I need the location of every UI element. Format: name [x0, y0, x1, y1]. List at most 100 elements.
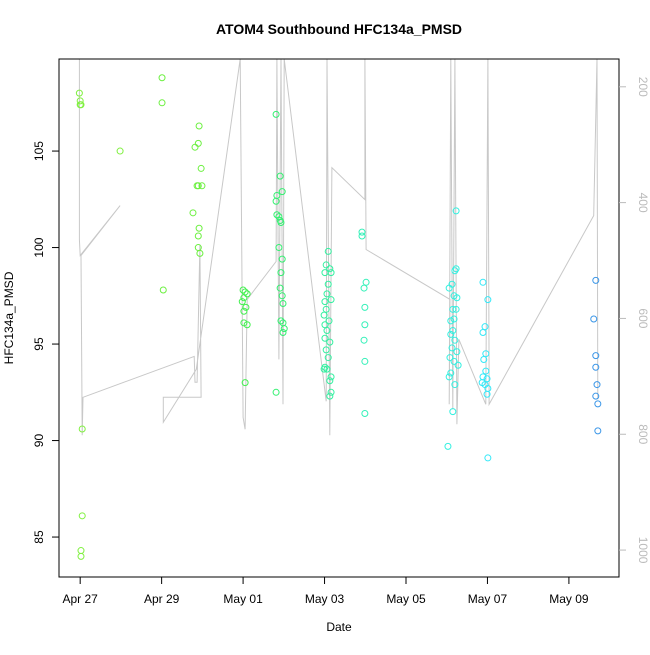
data-point	[361, 303, 369, 311]
y2-tick-label: 800	[636, 424, 650, 444]
data-point	[325, 317, 333, 325]
data-point	[326, 338, 334, 346]
data-point	[326, 392, 334, 400]
data-point	[594, 427, 602, 435]
data-point	[327, 296, 335, 304]
data-point	[453, 294, 461, 302]
data-point	[193, 182, 201, 190]
data-point	[240, 307, 248, 315]
y2-tick-label: 200	[636, 77, 650, 97]
data-point	[360, 284, 368, 292]
y-tick-label: 95	[32, 337, 46, 351]
data-point	[324, 354, 332, 362]
data-point	[446, 354, 454, 362]
data-point	[196, 249, 204, 257]
data-point	[454, 361, 462, 369]
data-point	[360, 336, 368, 344]
data-point	[592, 363, 600, 371]
data-point	[278, 255, 286, 263]
data-point	[158, 99, 166, 107]
data-point	[448, 344, 456, 352]
plot-area	[75, 59, 602, 560]
data-point	[358, 228, 366, 236]
data-point	[483, 390, 491, 398]
data-point	[592, 392, 600, 400]
data-point	[324, 280, 332, 288]
data-point	[453, 348, 461, 356]
data-point	[275, 244, 283, 252]
data-point	[479, 278, 487, 286]
data-point	[321, 298, 329, 306]
data-point	[447, 317, 455, 325]
data-point	[241, 379, 249, 387]
y2-tick-label: 1000	[636, 537, 650, 564]
x-tick-label: Apr 29	[144, 592, 180, 606]
y2-tick-label: 400	[636, 193, 650, 213]
data-point	[593, 381, 601, 389]
x-axis-label: Date	[326, 620, 352, 634]
data-point	[277, 218, 285, 226]
data-point	[324, 247, 332, 255]
x-tick-label: May 01	[223, 592, 263, 606]
data-point	[594, 400, 602, 408]
data-point	[449, 408, 457, 416]
data-point	[327, 373, 335, 381]
data-point	[592, 276, 600, 284]
data-point	[158, 74, 166, 82]
data-point	[590, 315, 598, 323]
data-point	[323, 290, 331, 298]
data-point	[238, 298, 246, 306]
data-point	[198, 182, 206, 190]
data-point	[279, 328, 287, 336]
data-point	[272, 388, 280, 396]
data-point	[194, 232, 202, 240]
data-point	[240, 294, 248, 302]
data-point	[444, 442, 452, 450]
data-point	[327, 269, 335, 277]
data-point	[78, 512, 86, 520]
data-point	[449, 327, 457, 335]
data-point	[451, 336, 459, 344]
data-point	[361, 357, 369, 365]
data-point	[452, 207, 460, 215]
data-point	[449, 305, 457, 313]
data-point	[189, 209, 197, 217]
y2-tick-label: 600	[636, 308, 650, 328]
data-point	[361, 321, 369, 329]
data-point	[450, 357, 458, 365]
x-tick-label: May 05	[386, 592, 426, 606]
data-point	[195, 122, 203, 130]
data-point	[279, 300, 287, 308]
data-point	[239, 286, 247, 294]
data-point	[242, 303, 250, 311]
data-point	[452, 305, 460, 313]
data-point	[326, 377, 334, 385]
data-point	[191, 143, 199, 151]
data-point	[358, 232, 366, 240]
x-tick-label: May 07	[468, 592, 508, 606]
data-point	[327, 388, 335, 396]
data-point	[321, 334, 329, 342]
data-point	[76, 97, 84, 105]
data-point	[320, 311, 328, 319]
data-point	[447, 369, 455, 377]
data-point	[447, 330, 455, 338]
data-point	[277, 269, 285, 277]
data-point	[77, 101, 85, 109]
data-point	[243, 321, 251, 329]
data-point	[277, 317, 285, 325]
x-tick-label: May 03	[305, 592, 345, 606]
y-tick-label: 85	[32, 530, 46, 544]
data-point	[448, 280, 456, 288]
data-point	[322, 346, 330, 354]
x-tick-label: Apr 27	[62, 592, 98, 606]
data-point	[323, 365, 331, 373]
data-point	[484, 296, 492, 304]
data-point	[361, 410, 369, 418]
pressure-line	[78, 59, 599, 436]
data-point	[278, 292, 286, 300]
data-point	[326, 265, 334, 273]
data-point	[451, 381, 459, 389]
data-point	[278, 188, 286, 196]
